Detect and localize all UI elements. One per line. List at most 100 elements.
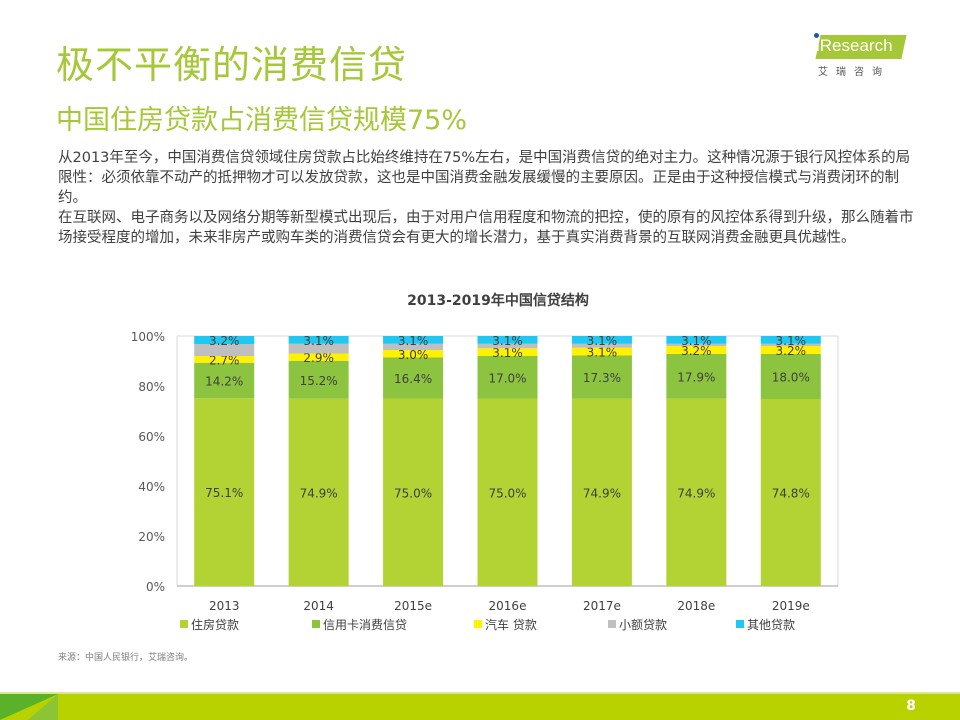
bar-segment (288, 343, 349, 354)
bar-segment (571, 336, 632, 344)
footer-divider (0, 692, 960, 694)
page-title: 极不平衡的消费信贷 (56, 43, 408, 87)
chart-title: 2013-2019年中国信贷结构 (407, 292, 589, 309)
data-label: 75.1% (205, 486, 243, 500)
legend-label: 小额贷款 (619, 618, 667, 632)
data-label: 3.1% (587, 346, 618, 360)
data-label: 17.0% (488, 371, 526, 385)
bar-segment (477, 348, 538, 356)
logo-brand-text: iResearch (816, 36, 893, 55)
bar-segment (383, 357, 444, 399)
logo-dot-icon (814, 33, 819, 38)
data-label: 3.1% (587, 334, 618, 348)
bar-segment (194, 398, 255, 586)
data-label: 3.2% (209, 334, 240, 348)
logo-brand-cn: 艾瑞咨询 (818, 67, 890, 78)
legend-swatch (180, 620, 188, 628)
data-label: 3.0% (398, 348, 429, 362)
data-label: 74.9% (583, 486, 621, 500)
legend-label: 住房贷款 (191, 617, 239, 632)
data-label: 3.2% (776, 344, 807, 358)
bar-segment (288, 336, 349, 344)
data-label: 3.1% (492, 334, 523, 348)
data-label: 74.8% (772, 487, 810, 501)
bar-segment (666, 336, 727, 344)
data-label: 16.4% (394, 372, 432, 386)
y-tick-label: 80% (138, 380, 165, 394)
bar-segment (194, 336, 255, 344)
data-label: 75.0% (394, 486, 432, 500)
y-tick-label: 60% (138, 430, 165, 444)
bar-segment (383, 350, 444, 358)
bar-segment (194, 362, 255, 399)
legend-label: 信用卡消费信贷 (323, 618, 407, 632)
x-tick-label: 2014 (303, 599, 334, 613)
data-label: 2.9% (303, 351, 334, 365)
legend-swatch (608, 620, 616, 628)
iresearch-logo: iResearch 艾瑞咨询 (808, 33, 908, 81)
bar-segment (760, 354, 821, 399)
bar-segment (288, 398, 349, 586)
plot-area: 0% 20% 40% 60% 80% 100% 75.1% 14.2% 2.7% 3.2% 2013… (131, 330, 839, 632)
page-subtitle: 中国住房贷款占消费信贷规模75% (56, 105, 468, 136)
x-tick-label: 2016e (489, 599, 527, 613)
bar-segment (571, 355, 632, 399)
bar-segment (383, 336, 444, 344)
legend-swatch (736, 620, 744, 628)
x-tick-label: 2013 (209, 599, 240, 613)
data-label: 3.2% (681, 344, 712, 358)
bar-segment (760, 399, 821, 586)
body-paragraph: 从2013年至今，中国消费信贷领域住房贷款占比始终维持在75%左右，是中国消费信… (58, 150, 911, 206)
bar-segment (477, 336, 538, 344)
y-tick-label: 0% (146, 580, 165, 594)
legend-label: 其他贷款 (747, 618, 795, 632)
bar-segment (571, 347, 632, 356)
legend-swatch (312, 620, 320, 628)
y-tick-label: 40% (138, 480, 165, 494)
data-label: 3.1% (398, 334, 429, 348)
data-label: 17.3% (583, 371, 621, 385)
bar-segment (571, 343, 632, 348)
bar-segment (760, 346, 821, 354)
footer-bar (0, 694, 960, 720)
bar-segment (666, 398, 727, 586)
bar-segment (383, 398, 444, 586)
source-note: 来源：中国人民银行，艾瑞咨询。 (58, 653, 194, 663)
data-label: 18.0% (772, 371, 810, 385)
x-tick-label: 2017e (583, 599, 621, 613)
bar-segment (760, 336, 821, 344)
footer-accent-mid (28, 694, 58, 720)
bar-segment (194, 344, 255, 356)
bar-segment (288, 360, 349, 399)
x-tick-label: 2015e (394, 599, 432, 613)
page-number: 8 (906, 698, 916, 714)
body-paragraph: 在互联网、电子商务以及网络分期等新型模式出现后，由于对用户信用程度和物流的把控，… (58, 210, 914, 246)
data-label: 17.9% (677, 370, 715, 384)
data-label: 3.1% (303, 334, 334, 348)
data-label: 14.2% (205, 375, 243, 389)
bar-segment (760, 343, 821, 346)
bar-segment (194, 356, 255, 363)
bar-segment (666, 346, 727, 354)
bar-segment (666, 354, 727, 399)
x-tick-label: 2019e (772, 599, 810, 613)
x-tick-label: 2018e (677, 599, 715, 613)
data-label: 3.1% (492, 346, 523, 360)
y-tick-label: 20% (138, 530, 165, 544)
bar-segment (477, 398, 538, 586)
y-tick-label: 100% (131, 330, 165, 344)
legend-label: 汽车 贷款 (485, 617, 537, 632)
bar-segment (477, 343, 538, 349)
data-label: 3.1% (776, 334, 807, 348)
data-label: 74.9% (677, 486, 715, 500)
bar-segment (477, 356, 538, 399)
data-label: 3.1% (681, 334, 712, 348)
data-label: 75.0% (488, 486, 526, 500)
legend-swatch (474, 620, 482, 628)
data-label: 74.9% (300, 486, 338, 500)
bar-segment (383, 343, 444, 350)
data-label: 15.2% (300, 374, 338, 388)
bar-segment (666, 343, 727, 346)
bar-segment (571, 398, 632, 586)
